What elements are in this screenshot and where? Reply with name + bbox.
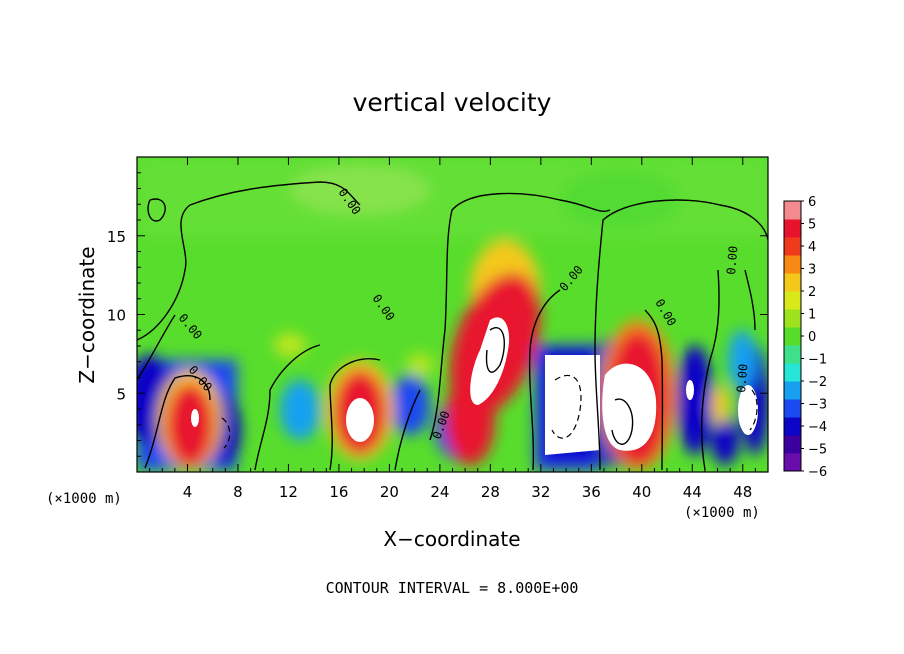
x-tick-label: 24: [430, 483, 449, 501]
y-tick-label: 5: [116, 385, 126, 403]
colorbar-swatch: [784, 435, 801, 454]
y-axis-label: Z−coordinate: [75, 246, 99, 383]
colorbar-tick-label: −6: [808, 465, 827, 480]
colorbar-swatch: [784, 237, 801, 256]
y-tick-label: 15: [107, 228, 126, 246]
x-tick-label: 16: [329, 483, 348, 501]
colorbar-tick-label: 5: [808, 218, 816, 233]
x-tick-label: 40: [632, 483, 651, 501]
x-tick-label: 32: [531, 483, 550, 501]
contour-label: 0.00: [734, 363, 750, 393]
colorbar-tick-label: 0: [808, 330, 816, 345]
colorbar-swatch: [784, 399, 801, 418]
chart-title: vertical velocity: [353, 88, 552, 117]
colorbar-swatch: [784, 363, 801, 382]
x-axis-label: X−coordinate: [383, 527, 520, 551]
colorbar-tick-label: −2: [808, 375, 827, 390]
colorbar-swatch: [784, 417, 801, 436]
colorbar: 6 5 4 3 2 1 0 −1 −2 −3 −4 −5 −6: [783, 195, 827, 480]
x-tick-label: 44: [683, 483, 702, 501]
colorbar-tick-label: 4: [808, 240, 816, 255]
contour-interval-note: CONTOUR INTERVAL = 8.000E+00: [326, 579, 579, 597]
colorbar-swatch: [784, 309, 801, 328]
x-tick-label: 8: [233, 483, 243, 501]
x-tick-label: 28: [481, 483, 500, 501]
y-axis: 5 10 15: [107, 172, 768, 457]
x-tick-label: 48: [733, 483, 752, 501]
colorbar-tick-label: −1: [808, 353, 827, 368]
x-tick-label: 36: [582, 483, 601, 501]
colorbar-tick-label: −5: [808, 443, 827, 458]
colorbar-swatch: [784, 201, 801, 220]
colorbar-tick-label: −3: [808, 398, 827, 413]
x-tick-label: 4: [183, 483, 193, 501]
velocity-field: [137, 157, 768, 472]
x-unit-right: (×1000 m): [684, 505, 760, 521]
y-tick-label: 10: [107, 307, 126, 325]
colorbar-swatch: [784, 327, 801, 346]
colorbar-swatch: [784, 291, 801, 310]
x-unit-left: (×1000 m): [46, 491, 122, 507]
colorbar-tick-label: −4: [808, 420, 827, 435]
x-tick-label: 20: [380, 483, 399, 501]
colorbar-swatch: [784, 453, 801, 472]
colorbar-tick-label: 3: [808, 263, 816, 278]
contour-label: 0.00: [724, 245, 740, 275]
x-tick-label: 12: [279, 483, 298, 501]
colorbar-swatch: [784, 381, 801, 400]
colorbar-swatch: [784, 345, 801, 364]
colorbar-tick-label: 2: [808, 285, 816, 300]
colorbar-tick-label: 1: [808, 308, 816, 323]
colorbar-swatch: [784, 219, 801, 238]
x-axis: 4 8 12 16 20 24 28 32 36 40 44 48: [149, 157, 756, 501]
colorbar-tick-label: 6: [808, 195, 816, 210]
colorbar-swatch: [784, 273, 801, 292]
colorbar-swatch: [784, 255, 801, 274]
